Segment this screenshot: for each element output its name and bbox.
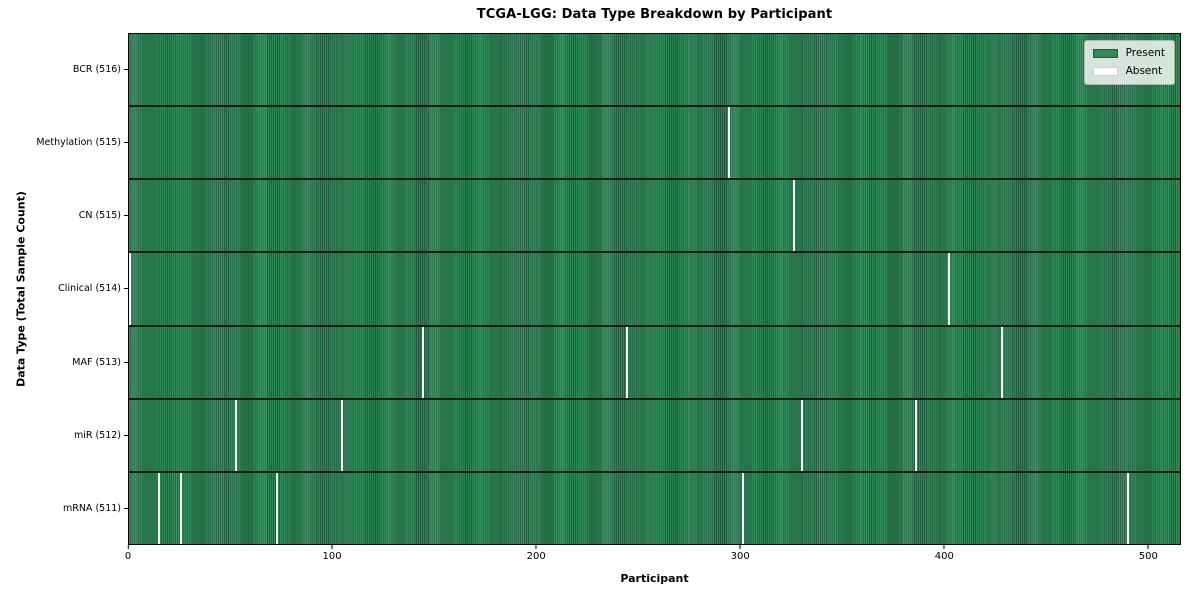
y-tick-mrna: mRNA (511) [0,472,128,545]
y-tick-mark [124,361,128,363]
x-tick-mark [1147,545,1149,549]
x-tick-mark [127,545,129,549]
y-tick-label-clinical: Clinical (514) [58,283,121,295]
absent-marker-methylation-294 [727,107,730,179]
absent-marker-maf-244 [626,326,628,398]
x-tick-label-200: 200 [526,551,546,562]
absent-marker-clinical-0 [129,253,132,325]
legend: Present Absent [1083,40,1175,86]
absent-marker-mir-386 [915,399,918,471]
absent-marker-maf-144 [422,326,425,398]
chart-title: TCGA-LGG: Data Type Breakdown by Partici… [476,7,833,22]
y-tick-mir: miR (512) [0,399,128,472]
x-tick-500: 500 [1139,545,1158,562]
absent-marker-mir-330 [801,399,804,471]
y-tick-clinical: Clinical (514) [0,252,128,325]
x-tick-mark [943,545,945,549]
legend-swatch-present-icon [1092,49,1118,59]
y-tick-mark [124,507,128,509]
x-tick-400: 400 [935,545,954,562]
legend-label-present: Present [1125,47,1165,59]
heatmap-row-maf [129,326,1180,400]
y-tick-mark [124,69,128,71]
heatmap-row-clinical [129,253,1180,327]
legend-label-absent: Absent [1125,64,1163,77]
absent-marker-mrna-301 [742,472,745,544]
y-tick-methylation: Methylation (515) [0,106,128,179]
y-tick-label-mrna: mRNA (511) [62,502,121,514]
legend-item-absent: Absent [1092,64,1165,78]
y-tick-cn: CN (515) [0,179,128,252]
x-tick-300: 300 [731,545,750,562]
x-axis-label: Participant [620,572,689,585]
y-tick-label-cn: CN (515) [78,210,121,222]
heatmap-row-bcr [129,34,1180,108]
x-tick-100: 100 [323,545,342,562]
heatmap-row-cn [129,180,1180,254]
absent-marker-mrna-72 [275,472,278,544]
x-tick-label-0: 0 [124,551,132,562]
x-axis: 0 100 200 300 400 500 [125,545,1181,569]
x-tick-label-100: 100 [322,551,342,562]
x-tick-0: 0 [125,545,131,562]
y-tick-label-methylation: Methylation (515) [36,137,121,149]
legend-swatch-absent-icon [1092,66,1118,76]
y-tick-label-mir: miR (512) [73,429,121,441]
x-tick-label-400: 400 [934,551,954,562]
absent-marker-mrna-490 [1127,472,1130,544]
absent-marker-mir-52 [234,399,237,471]
y-tick-mark [124,142,128,144]
y-tick-label-bcr: BCR (516) [72,64,121,76]
x-tick-mark [739,545,741,549]
x-tick-label-300: 300 [730,551,750,562]
y-tick-maf: MAF (513) [0,326,128,399]
y-axis: BCR (516) Methylation (515) CN (515) Clinic… [0,33,128,545]
absent-marker-mir-104 [340,399,343,471]
legend-item-present: Present [1092,47,1165,60]
x-tick-label-500: 500 [1138,551,1158,562]
heatmap-row-methylation [129,107,1180,181]
plot-area: Present Absent [128,33,1181,545]
y-tick-mark [124,434,128,436]
x-tick-200: 200 [527,545,546,562]
y-tick-bcr: BCR (516) [0,33,128,106]
y-tick-label-maf: MAF (513) [72,356,121,368]
x-tick-mark [331,545,333,549]
absent-marker-clinical-402 [947,253,950,325]
absent-marker-mrna-25 [179,472,182,544]
y-tick-mark [124,288,128,290]
absent-marker-maf-428 [1000,326,1003,398]
heatmap-rows [129,34,1180,544]
absent-marker-cn-326 [793,180,796,252]
heatmap-row-mir [129,399,1180,473]
x-tick-mark [535,545,537,549]
heatmap-row-mrna [129,472,1180,544]
y-tick-mark [124,215,128,217]
absent-marker-mrna-14 [157,472,160,544]
